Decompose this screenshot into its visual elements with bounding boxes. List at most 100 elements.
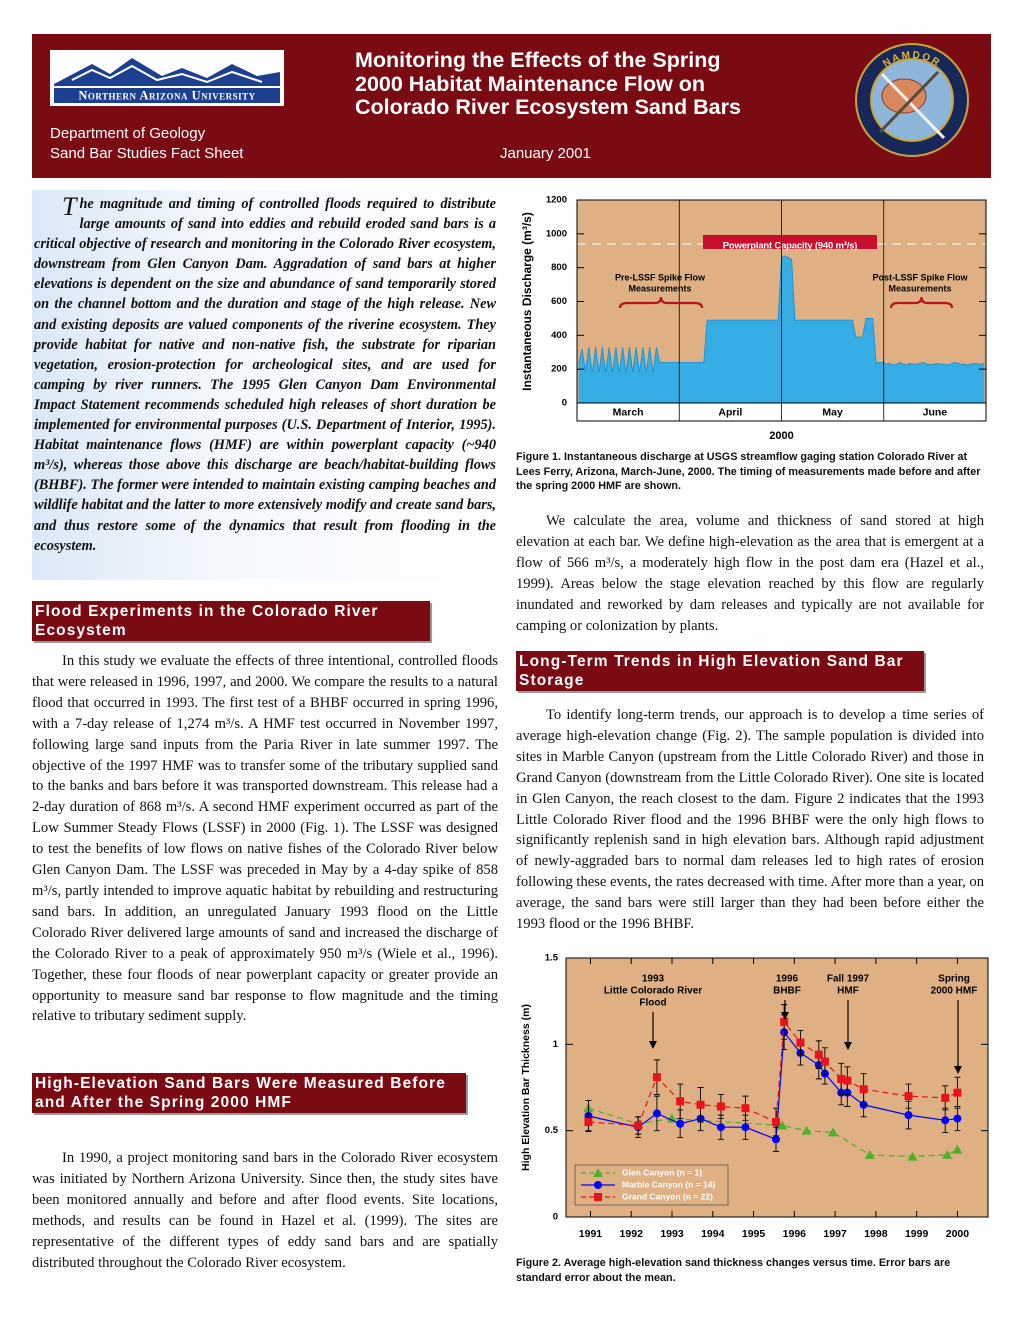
figure-2-chart: 0 0.5 1 1.5 1991 1992 1993 1994 1995 1996 1997 1998… [520, 953, 989, 1240]
data-point [771, 1135, 780, 1144]
paragraph: To identify long-term trends, our approa… [516, 707, 984, 933]
legend-marker [594, 1193, 602, 1201]
y-tick-label: 800 [551, 262, 567, 273]
x-tick-label: 1994 [701, 1228, 725, 1240]
data-point [716, 1102, 725, 1111]
data-point [634, 1121, 643, 1130]
department: Department of Geology [50, 125, 206, 142]
data-point [696, 1100, 705, 1109]
paragraph: In this study we evaluate the effects of… [32, 653, 498, 1025]
data-point [837, 1074, 846, 1083]
figure-caption: Figure 2. Average high-elevation sand th… [516, 1257, 951, 1284]
y-tick-label: 0.5 [545, 1125, 559, 1136]
reference-label: Powerplant Capacity (940 m³/s) [723, 240, 857, 251]
emblem: NAMDOR [855, 43, 969, 157]
y-tick-label: 0 [553, 1212, 558, 1223]
plot-frame [565, 957, 989, 1218]
data-point [741, 1104, 750, 1113]
data-point [904, 1092, 913, 1101]
intro-text: The magnitude and timing of controlled f… [34, 192, 496, 554]
header-graphics: Northern Arizona University NAMDOR [50, 43, 969, 157]
series-name: Sand Bar Studies Fact Sheet [50, 145, 244, 162]
x-tick-label: 1996 [783, 1228, 807, 1240]
data-point [667, 1113, 678, 1123]
date: January 2001 [500, 145, 591, 162]
y-tick-label: 1000 [546, 228, 567, 239]
annotation: 1993 [642, 974, 665, 985]
arrow-head [781, 1012, 789, 1020]
section-heading: High-Elevation Sand Bars Were Measured B… [32, 1073, 466, 1113]
university-name: Northern Arizona University [78, 89, 255, 103]
legend-marker [593, 1168, 603, 1177]
annotation: Flood [639, 998, 666, 1009]
x-tick-label: March [613, 406, 644, 418]
annotation: Measurements [628, 283, 691, 293]
legend-marker [594, 1181, 602, 1189]
x-tick-label: 1995 [742, 1228, 766, 1240]
data-point [820, 1057, 829, 1066]
annotation: Post-LSSF Spike Flow [872, 272, 968, 282]
data-point [953, 1088, 962, 1097]
data-point [676, 1097, 685, 1106]
y-tick-label: 0 [562, 398, 567, 409]
annotation: BHBF [773, 986, 801, 997]
y-tick-label: 600 [551, 296, 567, 307]
intro-box: The magnitude and timing of controlled f… [32, 190, 498, 580]
annotation: HMF [837, 986, 859, 997]
figure-1-chart: Powerplant Capacity (940 m³/s) 0 200 400 600… [520, 195, 987, 442]
data-point [941, 1116, 950, 1125]
annotation: Spring [938, 974, 970, 985]
x-tick-label: June [923, 406, 948, 418]
x-tick-label: 1998 [864, 1228, 888, 1240]
annotation: 1996 [776, 974, 799, 985]
title-line: Monitoring the Effects of the Spring [355, 48, 721, 72]
x-axis-label: 2000 [769, 430, 793, 442]
paragraph: We calculate the area, volume and thickn… [516, 513, 984, 634]
annotation: Little Colorado River [604, 986, 702, 997]
y-tick-label: 400 [551, 330, 567, 341]
data-point [801, 1125, 812, 1135]
data-point [941, 1093, 950, 1102]
emblem-hammer [878, 70, 940, 134]
y-tick-label: 1 [553, 1039, 559, 1050]
paragraph: In 1990, a project monitoring sand bars … [32, 1150, 498, 1271]
data-point [676, 1119, 685, 1128]
data-point [952, 1144, 963, 1154]
series-line [588, 1107, 958, 1158]
y-axis-label: High Elevation Bar Thickness (m) [520, 1004, 532, 1171]
data-point [652, 1109, 661, 1118]
x-tick-label: 2000 [946, 1228, 970, 1240]
data-point [741, 1123, 750, 1132]
data-point [716, 1123, 725, 1132]
data-point [814, 1050, 823, 1059]
emblem-pick [880, 72, 946, 140]
annotation: Fall 1997 [827, 974, 870, 985]
data-point [904, 1111, 913, 1120]
x-tick-label: April [718, 406, 742, 418]
data-point [942, 1149, 953, 1159]
y-tick-label: 1.5 [545, 953, 559, 964]
y-tick-label: 1200 [546, 195, 567, 206]
data-point [859, 1085, 868, 1094]
x-tick-label: May [822, 406, 843, 418]
arrow-head [649, 1041, 657, 1049]
logo-mountains [54, 58, 280, 86]
annotation: Measurements [888, 283, 951, 293]
section-heading: Long-Term Trends in High Elevation Sand … [516, 651, 924, 691]
data-point [843, 1076, 852, 1085]
data-point [953, 1114, 962, 1123]
legend-label: Marble Canyon (n = 14) [622, 1179, 715, 1189]
legend-label: Glen Canyon (n = 1) [622, 1167, 702, 1177]
x-tick-label: 1991 [579, 1228, 603, 1240]
logo-snowline [71, 64, 263, 84]
series-line [588, 1030, 958, 1141]
data-point [796, 1038, 805, 1047]
title-line: 2000 Habitat Maintenance Flow on [355, 72, 706, 96]
data-point [907, 1151, 918, 1161]
y-axis-label: Instantaneous Discharge (m³/s) [520, 212, 534, 391]
x-tick-label: 1999 [905, 1228, 929, 1240]
reference-label-box [703, 234, 877, 249]
brace [889, 296, 954, 309]
data-point [777, 1120, 788, 1130]
